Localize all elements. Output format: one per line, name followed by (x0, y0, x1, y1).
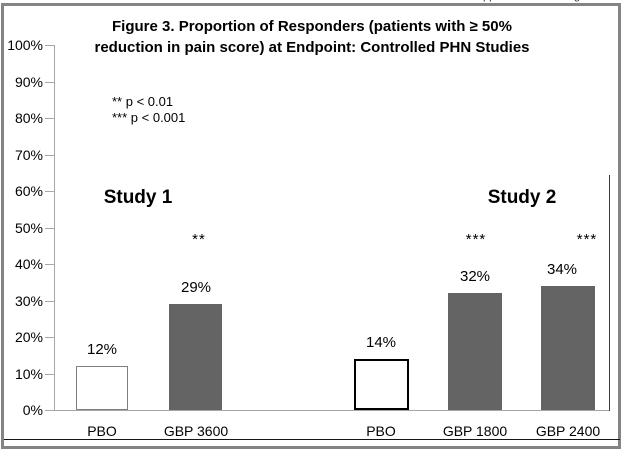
legend-line-p01: ** p < 0.01 (112, 94, 174, 109)
bar-gbp1800-study2 (448, 293, 502, 410)
x-axis-label: GBP 2400 (535, 423, 601, 439)
y-axis-tick-label: 10% (14, 365, 43, 382)
y-axis-tick-label: 100% (7, 37, 43, 53)
bar-value-label: 12% (86, 341, 118, 359)
y-axis-tick-label: 30% (14, 292, 43, 309)
y-axis-tick (45, 373, 54, 375)
bar-gbp2400-study2 (541, 285, 595, 410)
significance-marker: *** (465, 231, 487, 248)
x-axis-label: PBO (87, 423, 117, 439)
y-axis-tick-label: 70% (14, 146, 43, 163)
y-axis-tick-label: 50% (14, 219, 43, 236)
legend-line-p001: *** p < 0.001 (112, 110, 186, 125)
y-axis-tick (45, 81, 54, 83)
clipped-text-artifact: pp (483, 0, 501, 3)
significance-marker: ** (192, 231, 206, 248)
significance-legend: ** p < 0.01 *** p < 0.001 (112, 94, 185, 126)
bar-pbo-study2 (354, 358, 409, 410)
bar-value-label: 34% (546, 260, 578, 278)
y-axis-tick (45, 264, 54, 265)
y-axis-tick (45, 45, 54, 46)
frame-artifact-line (609, 175, 610, 411)
figure-title: Figure 3. Proportion of Responders (pati… (70, 16, 554, 58)
y-axis-tick (45, 227, 54, 229)
significance-marker: *** (576, 231, 598, 248)
y-axis-tick-label: 40% (14, 256, 43, 272)
figure-title-line2: reduction in pain score) at Endpoint: Co… (94, 39, 530, 56)
y-axis-tick (45, 191, 54, 192)
y-axis-tick-label: 0% (22, 402, 43, 418)
y-axis-line (54, 45, 55, 411)
y-axis-tick (45, 300, 54, 302)
y-axis-tick (45, 154, 54, 156)
bar-gbp3600-study1 (169, 304, 222, 410)
bar-value-label: 14% (365, 333, 397, 351)
bar-value-label: 32% (459, 268, 491, 286)
x-axis-label: PBO (366, 423, 396, 439)
bar-value-label: 29% (180, 279, 212, 297)
group-label-study1: Study 1 (103, 187, 173, 208)
clipped-text-artifact: g (574, 0, 584, 3)
y-axis-tick-label: 90% (14, 73, 43, 90)
y-axis-tick-label: 80% (14, 110, 43, 126)
figure-title-line1: Figure 3. Proportion of Responders (pati… (112, 18, 512, 35)
figure-bottom-border (4, 439, 620, 440)
y-axis-tick-label: 20% (14, 329, 43, 345)
group-label-study2: Study 2 (487, 187, 557, 208)
bar-pbo-study1 (76, 366, 128, 410)
y-axis-tick-label: 60% (14, 183, 43, 199)
x-axis-line (54, 410, 609, 411)
y-axis-tick (45, 118, 54, 119)
x-axis-label: GBP 1800 (442, 423, 508, 439)
y-axis-tick (45, 337, 54, 338)
y-axis-tick (45, 410, 54, 411)
x-axis-label: GBP 3600 (163, 423, 229, 439)
